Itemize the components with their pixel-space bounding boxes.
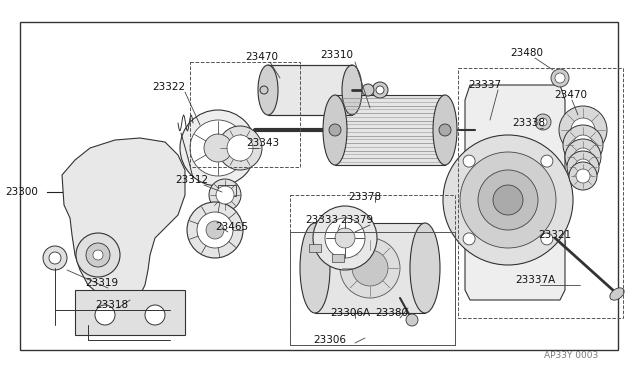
Text: 23338: 23338 (512, 118, 545, 128)
Circle shape (197, 212, 233, 248)
Circle shape (555, 73, 565, 83)
Circle shape (443, 135, 573, 265)
Circle shape (463, 233, 475, 245)
Text: 23300: 23300 (5, 187, 38, 197)
Circle shape (76, 233, 120, 277)
Bar (268, 65, 352, 115)
Circle shape (569, 162, 597, 190)
Text: AP33Y 0003: AP33Y 0003 (544, 351, 598, 360)
Circle shape (376, 86, 384, 94)
Text: 23310: 23310 (320, 50, 353, 60)
Text: 23480: 23480 (510, 48, 543, 58)
Circle shape (206, 221, 224, 239)
Circle shape (86, 243, 110, 267)
Ellipse shape (610, 288, 624, 300)
Circle shape (575, 159, 591, 175)
Circle shape (218, 126, 262, 170)
Text: 23470: 23470 (245, 52, 278, 62)
Ellipse shape (300, 223, 330, 313)
Circle shape (204, 134, 232, 162)
Bar (218, 185, 236, 196)
Ellipse shape (323, 95, 347, 165)
Circle shape (372, 82, 388, 98)
Circle shape (260, 86, 268, 94)
Circle shape (362, 84, 374, 96)
Circle shape (145, 305, 165, 325)
Text: 23321: 23321 (538, 230, 571, 240)
Text: 23322: 23322 (152, 82, 185, 92)
Text: 23378: 23378 (348, 192, 381, 202)
Circle shape (439, 124, 451, 136)
Circle shape (541, 155, 553, 167)
Circle shape (563, 125, 603, 165)
Bar (315, 223, 425, 313)
Polygon shape (75, 290, 185, 335)
Circle shape (352, 250, 388, 286)
Ellipse shape (410, 223, 440, 313)
Circle shape (313, 206, 377, 270)
Circle shape (335, 228, 355, 248)
Text: 23343: 23343 (246, 138, 279, 148)
Text: 23380: 23380 (375, 308, 408, 318)
Bar (190, 62, 300, 167)
Bar (20, 22, 618, 350)
Circle shape (227, 135, 253, 161)
Bar (290, 195, 455, 345)
Circle shape (43, 246, 67, 270)
Text: 23306: 23306 (314, 335, 346, 345)
Circle shape (551, 69, 569, 87)
Ellipse shape (342, 65, 362, 115)
Text: 23306A: 23306A (330, 308, 370, 318)
Text: 23470: 23470 (554, 90, 587, 100)
Polygon shape (62, 138, 185, 300)
Circle shape (49, 252, 61, 264)
Bar (309, 244, 321, 252)
Circle shape (187, 202, 243, 258)
Text: 23465: 23465 (215, 222, 248, 232)
Circle shape (463, 155, 475, 167)
Circle shape (573, 135, 593, 155)
Circle shape (478, 170, 538, 230)
Circle shape (406, 314, 418, 326)
Circle shape (209, 179, 241, 211)
Circle shape (180, 110, 256, 186)
Polygon shape (465, 85, 565, 300)
Text: 23337A: 23337A (515, 275, 556, 285)
Text: 23337: 23337 (468, 80, 501, 90)
Ellipse shape (258, 65, 278, 115)
Text: 23312: 23312 (175, 175, 208, 185)
Circle shape (460, 152, 556, 248)
Circle shape (535, 114, 551, 130)
Bar (335, 95, 445, 165)
Circle shape (493, 185, 523, 215)
Circle shape (190, 120, 246, 176)
Bar (332, 254, 344, 262)
Circle shape (565, 139, 601, 175)
Text: 23318: 23318 (95, 300, 128, 310)
Text: 23379: 23379 (340, 215, 373, 225)
Bar (458, 68, 623, 318)
Circle shape (541, 233, 553, 245)
Text: 23319: 23319 (85, 278, 118, 288)
Circle shape (576, 169, 590, 183)
Circle shape (325, 218, 365, 258)
Circle shape (559, 106, 607, 154)
Circle shape (95, 305, 115, 325)
Circle shape (93, 250, 103, 260)
Circle shape (329, 124, 341, 136)
Ellipse shape (433, 95, 457, 165)
Circle shape (216, 186, 234, 204)
Text: 23333: 23333 (305, 215, 338, 225)
Bar (290, 232, 455, 345)
Circle shape (574, 148, 592, 166)
Circle shape (539, 118, 547, 126)
Circle shape (340, 238, 400, 298)
Circle shape (567, 151, 599, 183)
Circle shape (571, 118, 595, 142)
